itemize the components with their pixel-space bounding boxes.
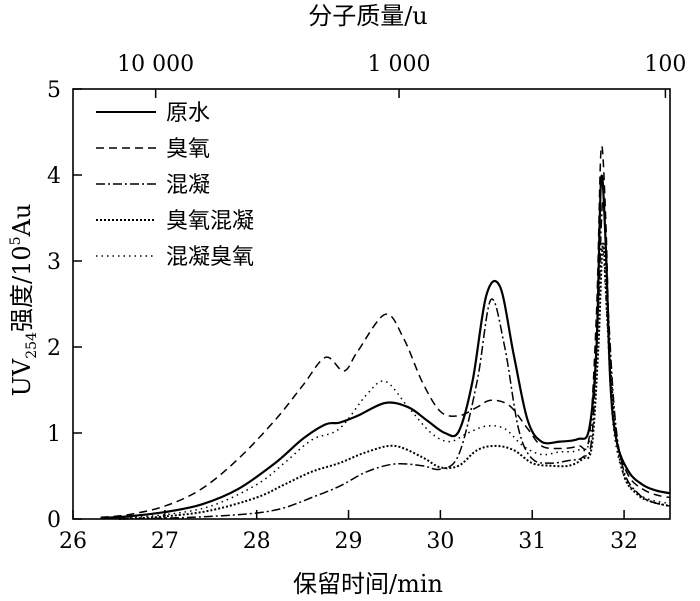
legend-label-1: 臭氧 (166, 137, 210, 162)
legend: 原水 臭氧 混凝 臭氧混凝 混凝臭氧 (96, 101, 254, 270)
top-axis-ticks: 10 000 1 000 100 (117, 52, 686, 98)
plot-frame (72, 88, 671, 520)
series-lines (100, 145, 671, 520)
top-axis-title: 分子质量/u (308, 2, 428, 30)
x-tick-label-2: 28 (243, 529, 271, 554)
y-tick-label-1: 1 (47, 422, 61, 447)
x-tick-label-3: 29 (335, 529, 363, 554)
legend-item-3: 臭氧混凝 (96, 209, 254, 234)
legend-item-2: 混凝 (96, 173, 210, 198)
x-axis-ticks: 26 27 28 29 30 31 32 (59, 510, 638, 554)
x-tick-label-0: 26 (59, 529, 87, 554)
y-tick-label-2: 2 (47, 336, 61, 361)
top-tick-label-2: 100 (644, 52, 686, 77)
legend-item-0: 原水 (96, 101, 210, 126)
y-axis-ticks: 0 1 2 3 4 5 (47, 78, 82, 533)
top-tick-label-1: 1 000 (368, 52, 431, 77)
legend-label-0: 原水 (166, 101, 210, 126)
legend-item-1: 臭氧 (96, 137, 210, 162)
x-tick-label-4: 30 (426, 529, 454, 554)
series-line-1 (100, 145, 671, 519)
legend-item-4: 混凝臭氧 (96, 245, 254, 270)
y-tick-label-3: 3 (47, 250, 61, 275)
legend-label-4: 混凝臭氧 (166, 245, 254, 270)
x-tick-label-5: 31 (518, 529, 546, 554)
legend-label-3: 臭氧混凝 (166, 209, 254, 234)
y-tick-label-5: 5 (47, 78, 61, 103)
y-tick-label-4: 4 (47, 164, 61, 189)
x-tick-label-6: 32 (610, 529, 638, 554)
series-line-4 (118, 243, 671, 519)
y-axis-title: UV254强度/105Au (8, 204, 40, 397)
legend-label-2: 混凝 (166, 173, 210, 198)
top-tick-label-0: 10 000 (117, 52, 194, 77)
x-axis-title: 保留时间/min (293, 570, 443, 598)
x-tick-label-1: 27 (151, 529, 179, 554)
series-line-2 (118, 200, 671, 520)
y-tick-label-0: 0 (47, 508, 61, 533)
series-line-3 (118, 242, 671, 520)
